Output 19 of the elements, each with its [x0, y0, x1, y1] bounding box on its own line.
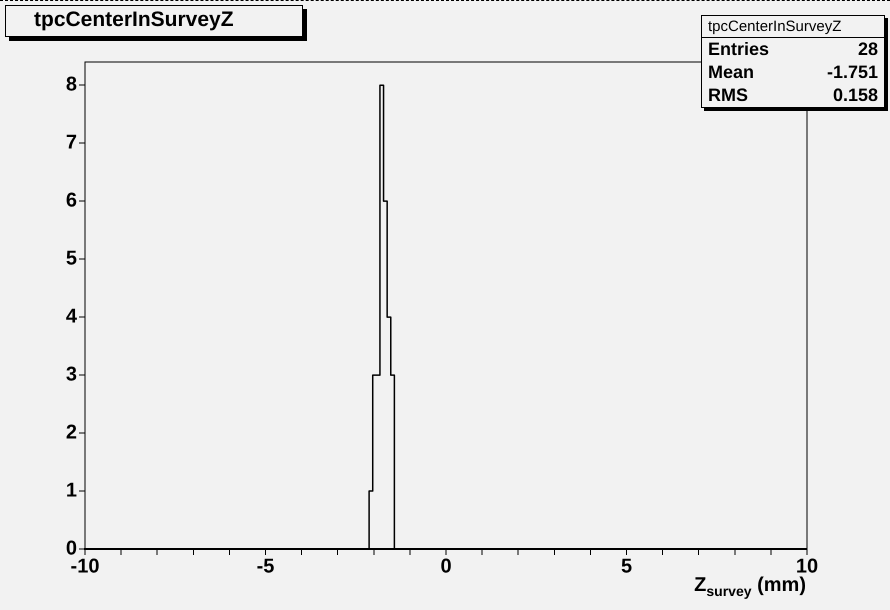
text: Entries	[708, 38, 770, 61]
text: -1.751	[826, 61, 878, 84]
annotation: Mean	[708, 61, 754, 84]
y-tick-label: 3	[66, 364, 77, 386]
y-tick-label: 1	[66, 480, 77, 502]
y-tick-label: 2	[66, 422, 77, 444]
x-tick-label: 5	[620, 556, 632, 578]
y-tick-label: 7	[66, 132, 77, 154]
y-tick-label: 5	[66, 248, 77, 270]
text: 0.158	[832, 84, 878, 107]
y-tick-label: 6	[66, 190, 77, 212]
annotation: RMS	[708, 84, 748, 107]
text: 28	[858, 38, 878, 61]
x-tick-label: 0	[440, 556, 452, 578]
y-tick-label: 8	[66, 74, 77, 96]
chart-title: tpcCenterInSurveyZ	[5, 5, 303, 37]
text: tpcCenterInSurveyZ	[702, 16, 884, 38]
y-tick-label: 4	[66, 306, 78, 328]
x-tick-label: -5	[256, 556, 274, 578]
